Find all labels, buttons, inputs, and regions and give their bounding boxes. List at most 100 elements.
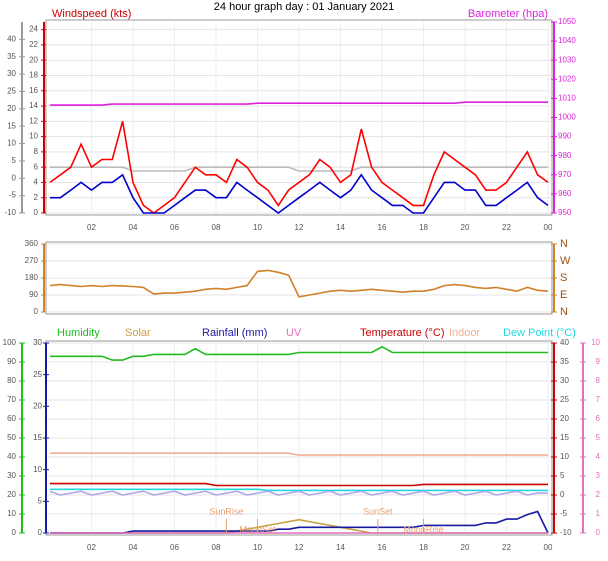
series-line — [50, 101, 548, 106]
tick-label: 1040 — [558, 36, 576, 45]
x-tick-label: 04 — [129, 223, 138, 232]
series-line — [50, 345, 548, 361]
tick-label: 25 — [33, 370, 42, 379]
tick-label: 1010 — [558, 94, 576, 103]
tick-label: 15 — [560, 433, 569, 442]
tick-label: 15 — [33, 433, 42, 442]
tick-label: 5 — [596, 433, 601, 442]
x-tick-label: 10 — [253, 223, 262, 232]
x-tick-label: 08 — [212, 543, 221, 552]
tick-label: 4 — [596, 452, 601, 461]
series-line — [49, 121, 549, 214]
legend-entry: Dew Point (°C) — [503, 327, 576, 339]
tick-label: 90 — [7, 357, 16, 366]
tick-label: -5 — [560, 509, 568, 518]
series-line — [50, 482, 548, 487]
tick-label: 0 — [34, 307, 39, 316]
tick-label: 2 — [34, 193, 39, 202]
tick-label: 20 — [33, 401, 42, 410]
x-tick-label: 22 — [502, 223, 511, 232]
tick-label: 360 — [25, 239, 39, 248]
tick-label: 3 — [596, 471, 601, 480]
x-tick-label: 20 — [461, 543, 470, 552]
tick-label: 1030 — [558, 55, 576, 64]
annotation: MoonSet — [239, 524, 276, 534]
tick-label: 270 — [25, 256, 39, 265]
tick-label: 90 — [29, 290, 38, 299]
x-tick-label: 02 — [87, 543, 96, 552]
tick-label: 60 — [7, 414, 16, 423]
tick-label: 20 — [29, 55, 38, 64]
tick-label: 80 — [7, 376, 16, 385]
tick-label: 10 — [7, 139, 16, 148]
tick-label: 100 — [3, 338, 17, 347]
tick-label: 10 — [560, 452, 569, 461]
x-tick-label: 12 — [295, 223, 304, 232]
series-line — [49, 490, 548, 496]
x-tick-label: 16 — [378, 223, 387, 232]
tick-label: 980 — [558, 151, 572, 160]
tick-label: 960 — [558, 189, 572, 198]
tick-label: 0 — [12, 528, 17, 537]
tick-label: 10 — [7, 509, 16, 518]
tick-label: 35 — [560, 357, 569, 366]
tick-label: S — [560, 272, 567, 284]
tick-label: 14 — [29, 101, 38, 110]
tick-label: -5 — [9, 191, 17, 200]
tick-label: 70 — [7, 395, 16, 404]
series-line — [49, 269, 549, 298]
tick-label: 40 — [560, 338, 569, 347]
tick-label: 950 — [558, 208, 572, 217]
tick-label: 35 — [7, 52, 16, 61]
legend-entry: UV — [286, 327, 302, 339]
tick-label: 22 — [29, 40, 38, 49]
tick-label: 25 — [7, 87, 16, 96]
tick-label: N — [560, 238, 568, 250]
tick-label: 9 — [596, 357, 601, 366]
tick-label: 6 — [596, 414, 601, 423]
tick-label: N — [560, 306, 568, 318]
tick-label: 20 — [7, 490, 16, 499]
tick-label: 40 — [7, 34, 16, 43]
x-tick-label: 14 — [336, 543, 345, 552]
tick-label: 0 — [596, 528, 601, 537]
tick-label: 24 — [29, 25, 38, 34]
tick-label: 5 — [560, 471, 565, 480]
annotation: SunSet — [363, 506, 393, 516]
tick-label: 5 — [38, 496, 43, 505]
tick-label: 12 — [29, 116, 38, 125]
legend-entry: Indoor — [449, 327, 481, 339]
tick-label: 10 — [591, 338, 600, 347]
y2-axis-label: Barometer (hpa) — [468, 8, 548, 20]
tick-label: 0 — [560, 490, 565, 499]
tick-label: 7 — [596, 395, 601, 404]
tick-label: 6 — [34, 162, 39, 171]
tick-label: 20 — [7, 104, 16, 113]
tick-label: 30 — [560, 376, 569, 385]
legend-entry: Rainfall (mm) — [202, 327, 267, 339]
tick-label: E — [560, 289, 567, 301]
tick-label: 0 — [34, 208, 39, 217]
x-tick-label: 18 — [419, 223, 428, 232]
tick-label: 30 — [7, 69, 16, 78]
x-tick-label: 14 — [336, 223, 345, 232]
tick-label: 18 — [29, 71, 38, 80]
x-tick-label: 18 — [419, 543, 428, 552]
x-tick-label: 16 — [378, 543, 387, 552]
y-axis-label: Windspeed (kts) — [52, 8, 131, 20]
x-tick-label: 06 — [170, 223, 179, 232]
tick-label: 16 — [29, 86, 38, 95]
tick-label: 990 — [558, 132, 572, 141]
x-tick-label: 20 — [461, 223, 470, 232]
tick-label: 0 — [12, 173, 17, 182]
series-line — [50, 173, 549, 214]
x-tick-label: 00 — [544, 223, 553, 232]
series-line — [50, 452, 548, 456]
tick-label: 1020 — [558, 74, 576, 83]
tick-label: 50 — [7, 433, 16, 442]
x-tick-label: 12 — [295, 543, 304, 552]
legend-entry: Temperature (°C) — [360, 327, 444, 339]
tick-label: 20 — [560, 414, 569, 423]
tick-label: 8 — [596, 376, 601, 385]
tick-label: 30 — [7, 471, 16, 480]
